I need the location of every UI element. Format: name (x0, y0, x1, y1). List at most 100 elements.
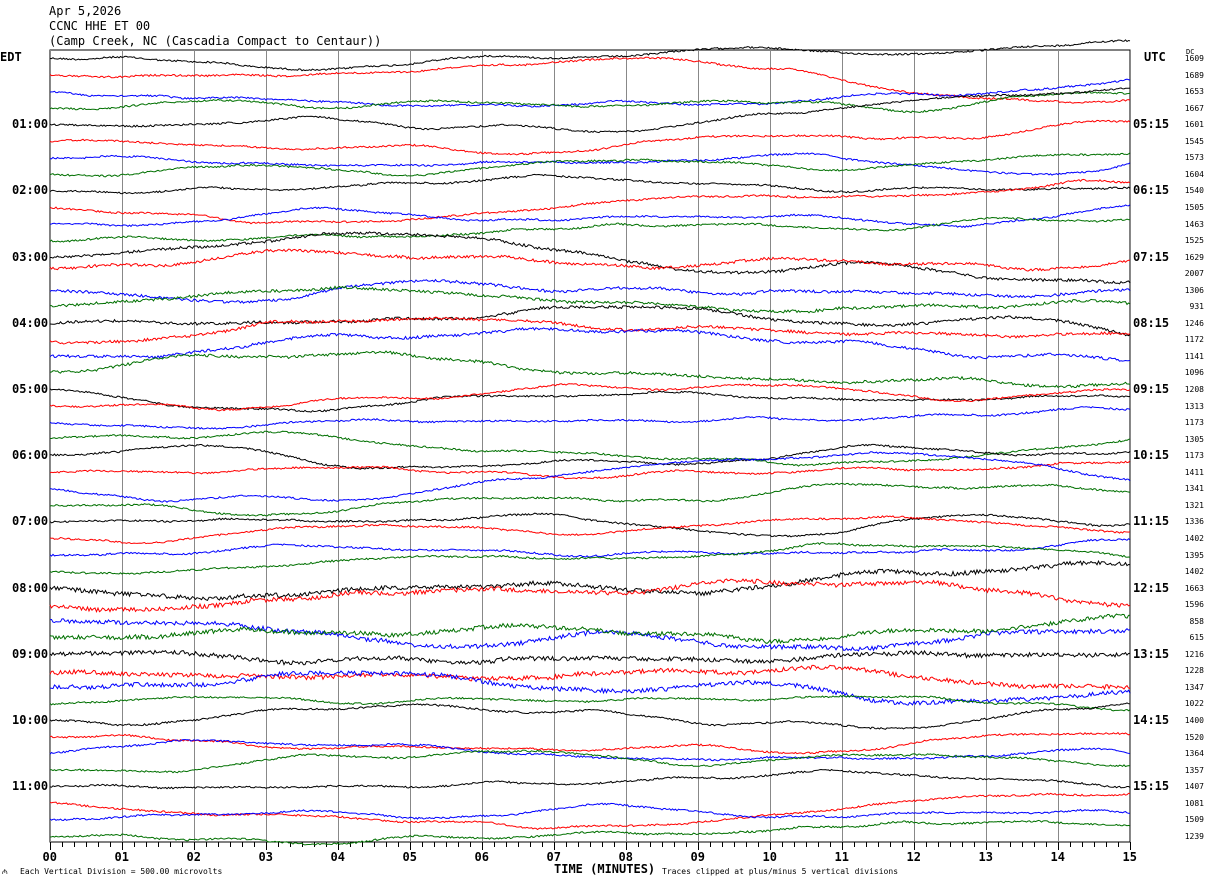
clip-note: Traces clipped at plus/minus 5 vertical … (662, 867, 899, 876)
station-id: CCNC HHE ET 00 (49, 19, 151, 33)
dc-offset-value: 1173 (1184, 418, 1204, 428)
x-tick-label: 02 (186, 850, 201, 864)
trace-row-5 (49, 119, 1131, 156)
dc-offset-value: 1216 (1184, 649, 1204, 659)
left-hour-label: 05:00 (12, 382, 49, 396)
dc-offset-value: 1663 (1184, 583, 1204, 593)
dc-offset-value: 1228 (1184, 666, 1204, 676)
dc-offset-value: 1336 (1184, 517, 1204, 527)
right-axis-label: UTC (1144, 50, 1166, 64)
left-hour-label: 10:00 (12, 713, 49, 727)
right-hour-label: 14:15 (1133, 713, 1170, 727)
x-tick-label: 08 (618, 850, 633, 864)
trace-row-12 (50, 231, 1131, 285)
dc-offset-value: 1096 (1184, 368, 1204, 378)
right-hour-label: 06:15 (1133, 183, 1170, 198)
scale-note: Each Vertical Division = 500.00 microvol… (20, 867, 223, 876)
right-hour-label: 08:15 (1133, 315, 1170, 330)
left-hour-label: 07:00 (12, 514, 49, 529)
dc-offset-value: 1667 (1184, 103, 1204, 113)
trace-row-32 (49, 559, 1131, 602)
dc-offset-value: 2007 (1184, 269, 1204, 279)
x-tick-label: 10 (762, 850, 777, 864)
trace-row-19 (49, 350, 1131, 389)
trace-row-10 (49, 204, 1131, 229)
trace-row-20 (49, 388, 1131, 413)
dc-offset-value: 1239 (1184, 831, 1204, 841)
dc-offset-value: 1313 (1184, 401, 1204, 411)
dc-offset-value: 1520 (1184, 732, 1204, 742)
trace-row-14 (49, 278, 1131, 304)
trace-row-33 (49, 578, 1131, 614)
trace-row-39 (49, 694, 1131, 712)
x-axis-title: TIME (MINUTES) (554, 862, 656, 876)
trace-row-46 (49, 802, 1131, 822)
dc-offset-value: 1402 (1184, 533, 1204, 543)
x-tick-label: 04 (330, 850, 345, 864)
dc-offset-value: 1573 (1184, 153, 1204, 163)
left-hour-label: 09:00 (12, 646, 49, 661)
trace-row-23 (50, 430, 1131, 467)
trace-row-11 (49, 216, 1131, 243)
right-hour-label: 10:15 (1133, 448, 1170, 463)
trace-row-4 (49, 87, 1131, 134)
left-hour-label: 11:00 (12, 779, 49, 794)
dc-offset-value: 1629 (1184, 252, 1204, 262)
station-location: (Camp Creek, NC (Cascadia Compact to Cen… (49, 34, 382, 48)
dc-offset-value: 1411 (1184, 467, 1204, 477)
x-tick-label: 03 (258, 850, 273, 864)
dc-offset-value: 1653 (1184, 87, 1204, 97)
trace-row-44 (49, 768, 1131, 790)
trace-row-35 (49, 613, 1131, 644)
trace-row-28 (49, 512, 1131, 538)
trace-row-42 (49, 739, 1131, 762)
dc-offset-value: 1540 (1184, 186, 1204, 196)
left-hour-label: 04:00 (12, 315, 49, 330)
right-hour-label: 05:15 (1133, 117, 1170, 132)
trace-row-1 (49, 56, 1131, 104)
trace-row-0 (49, 39, 1131, 72)
dc-offset-value: 858 (1189, 616, 1204, 626)
dc-offset-value: 1545 (1184, 136, 1204, 146)
right-hour-label: 09:15 (1133, 382, 1170, 396)
trace-row-29 (49, 515, 1131, 545)
dc-offset-value: 1400 (1184, 716, 1204, 725)
trace-row-16 (49, 304, 1131, 337)
dc-offset-value: 1305 (1184, 434, 1204, 444)
x-tick-label: 14 (1050, 850, 1065, 864)
trace-row-43 (49, 749, 1131, 774)
trace-row-40 (49, 702, 1131, 730)
x-tick-label: 13 (978, 850, 993, 864)
trace-row-34 (49, 618, 1131, 652)
right-hour-label: 15:15 (1133, 779, 1170, 794)
trace-row-27 (49, 482, 1131, 517)
x-tick-label: 00 (42, 850, 57, 864)
x-tick-label: 12 (906, 850, 921, 864)
right-hour-label: 11:15 (1133, 514, 1170, 529)
trace-row-45 (49, 792, 1130, 831)
trace-row-30 (49, 538, 1131, 558)
dc-offset-value: 1407 (1184, 782, 1204, 792)
x-tick-label: 01 (114, 850, 129, 864)
right-hour-label: 07:15 (1133, 249, 1170, 264)
left-hour-label: 02:00 (12, 183, 49, 198)
trace-row-13 (49, 248, 1131, 272)
dc-offset-value: 1022 (1184, 699, 1204, 709)
trace-row-7 (49, 152, 1131, 178)
trace-row-36 (49, 649, 1131, 666)
trace-row-8 (49, 173, 1131, 195)
dc-offset-value: 1208 (1184, 385, 1204, 394)
dc-offset-value: 1141 (1184, 351, 1204, 361)
dc-offset-value: 1604 (1184, 169, 1204, 179)
x-tick-label: 11 (834, 850, 849, 864)
trace-row-37 (49, 664, 1131, 691)
dc-offset-value: 1364 (1184, 749, 1204, 759)
dc-offset-value: 1395 (1184, 550, 1204, 560)
x-tick-label: 05 (402, 850, 417, 864)
left-hour-label: 08:00 (12, 580, 49, 595)
trace-row-47 (49, 819, 1131, 846)
trace-row-18 (49, 326, 1131, 362)
trace-row-21 (49, 383, 1131, 412)
dc-offset-value: 1172 (1184, 335, 1204, 345)
dc-offset-value: 931 (1189, 302, 1204, 312)
